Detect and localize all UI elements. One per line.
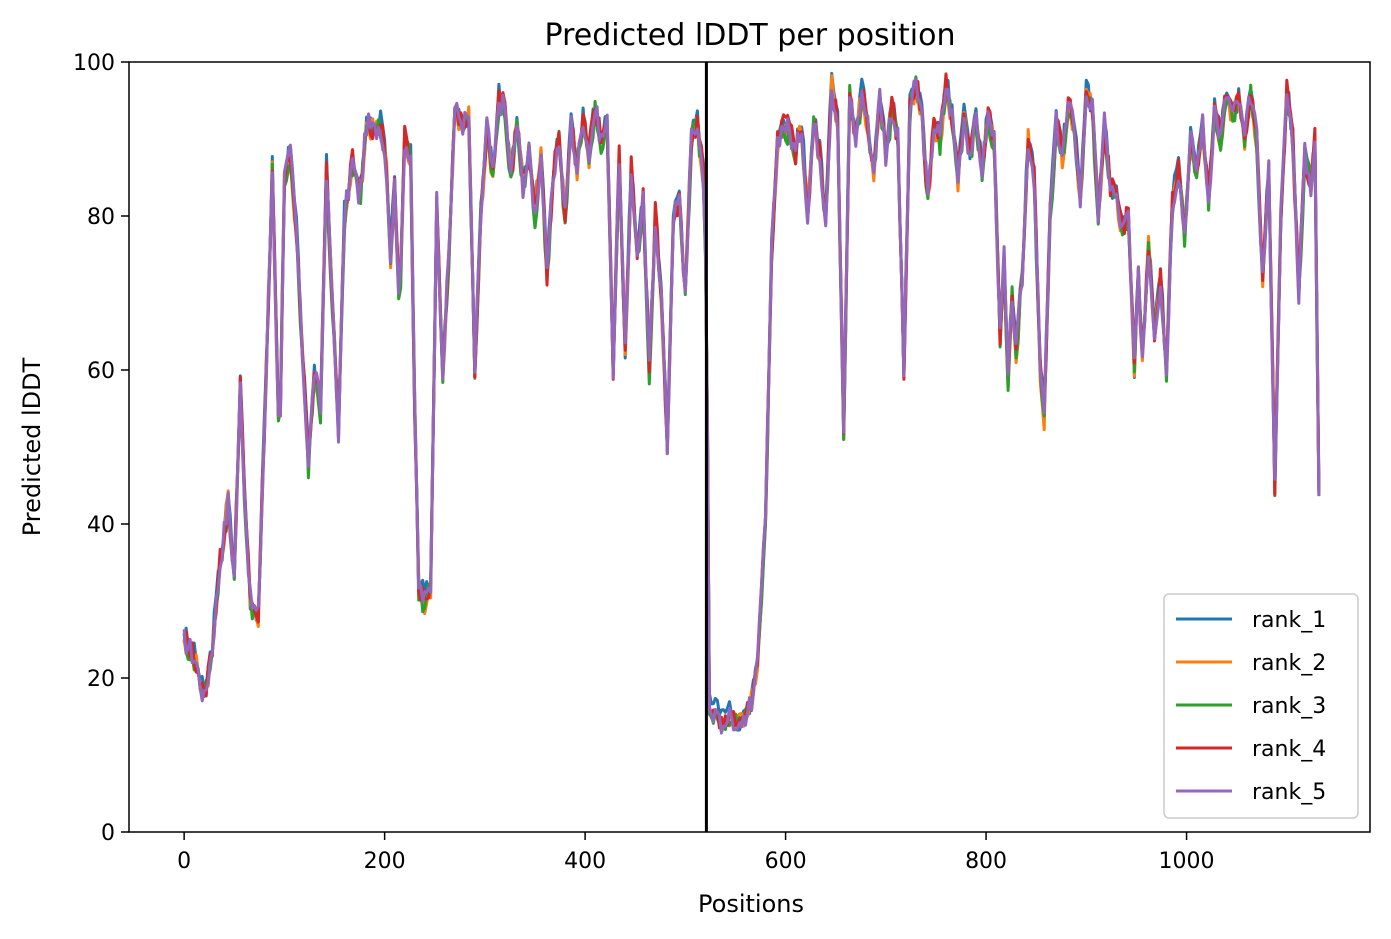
- x-axis-label: Positions: [698, 890, 804, 918]
- x-tick-label: 600: [765, 849, 807, 874]
- y-axis-label: Predicted lDDT: [18, 357, 46, 536]
- x-tick-label: 0: [177, 849, 191, 874]
- y-axis: 0 20 40 60 80 100: [73, 51, 129, 846]
- chart-title: Predicted lDDT per position: [545, 18, 956, 53]
- series-lines: [182, 71, 1321, 735]
- legend: rank_1 rank_2 rank_3 rank_4 rank_5: [1163, 593, 1359, 819]
- x-axis: 0 200 400 600 800 1000: [177, 832, 1215, 874]
- x-tick-label: 400: [564, 849, 606, 874]
- x-tick-label: 1000: [1159, 849, 1215, 874]
- legend-label-rank_1: rank_1: [1252, 608, 1326, 633]
- legend-label-rank_5: rank_5: [1252, 780, 1326, 805]
- y-tick-label: 60: [87, 359, 115, 384]
- plot-frame: [128, 61, 1371, 833]
- y-tick-label: 20: [87, 667, 115, 692]
- x-tick-label: 800: [965, 849, 1007, 874]
- legend-label-rank_4: rank_4: [1252, 737, 1326, 762]
- series-line-rank_5: [182, 77, 1321, 735]
- legend-label-rank_3: rank_3: [1252, 694, 1326, 719]
- y-tick-label: 80: [87, 205, 115, 230]
- y-tick-label: 40: [87, 513, 115, 538]
- y-tick-label: 100: [73, 51, 115, 76]
- y-tick-label: 0: [101, 821, 115, 846]
- legend-label-rank_2: rank_2: [1252, 651, 1326, 676]
- legend-box: [1163, 593, 1359, 819]
- x-tick-label: 200: [364, 849, 406, 874]
